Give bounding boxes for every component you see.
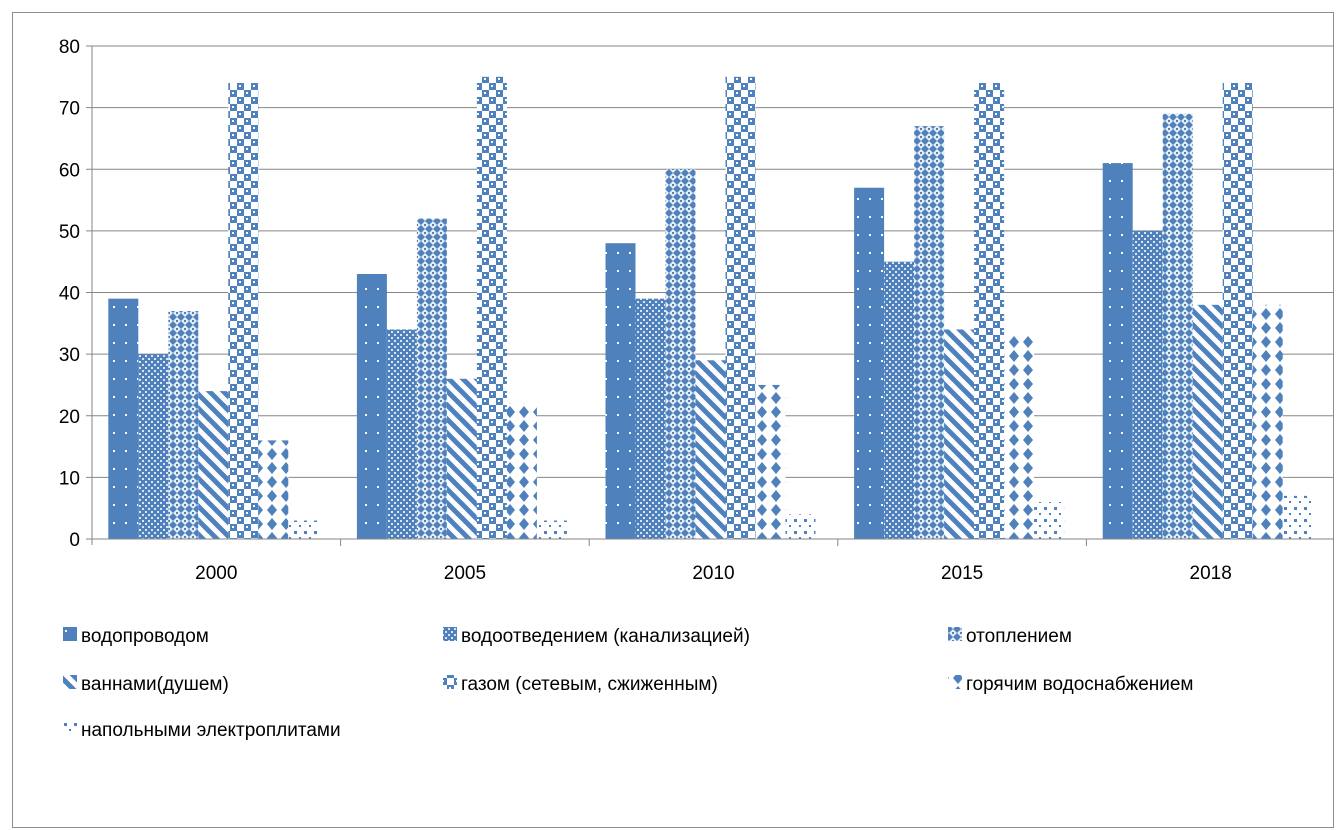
bar-2010-6 [785,514,816,539]
legend-swatch [443,627,457,641]
bar-2005-0 [356,274,387,539]
legend-item: газом (сетевым, сжиженным) [443,674,718,695]
bar-2010-0 [605,243,636,539]
bar-2010-5 [755,384,786,539]
bar-2005-4 [476,76,507,539]
bar-2010-2 [665,169,696,539]
bar-2000-0 [108,298,139,539]
x-tick-label: 2005 [444,563,486,584]
legend-item: горячим водоснабжением [948,674,1194,695]
y-tick-label: 40 [59,284,80,305]
bar-2000-4 [228,82,259,539]
legend-swatch [63,721,77,735]
y-tick-label: 10 [59,468,80,489]
bar-2005-5 [506,403,537,539]
chart-frame: 0 10 20 30 40 50 60 70 80 2000 2005 2010 2015 2018 во… [12,12,1334,828]
legend: водопроводом водоотведением (канализацией… [63,626,1194,741]
x-tick-label: 2000 [195,563,237,584]
bar-2015-1 [884,261,915,539]
bar-2005-6 [536,520,567,539]
legend-label: водоотведением (канализацией) [461,626,750,647]
bar-2015-4 [974,82,1005,539]
x-tick-label: 2010 [692,563,734,584]
bar-2010-4 [725,76,756,539]
bar-2005-1 [386,329,417,539]
bar-2015-5 [1004,335,1035,539]
legend-label: водопроводом [81,626,209,647]
legend-label: ваннами(душем) [81,674,229,695]
legend-item: отоплением [948,626,1072,647]
y-tick-label: 80 [59,37,80,58]
legend-item: напольными электроплитами [63,720,341,741]
bar-2000-2 [168,310,199,539]
legend-label: газом (сетевым, сжиженным) [461,674,718,695]
bar-2005-2 [416,218,447,540]
legend-swatch [443,675,457,689]
bar-2000-1 [138,354,169,539]
legend-label: отоплением [966,626,1072,647]
y-tick-label: 70 [59,99,80,120]
legend-swatch [63,627,77,641]
bar-2018-0 [1102,163,1133,539]
legend-item: водопроводом [63,626,209,647]
x-tick-label: 2018 [1190,563,1232,584]
legend-item: ваннами(душем) [63,674,229,695]
bar-2005-3 [446,378,477,539]
bar-2018-3 [1192,304,1223,539]
y-tick-label: 0 [69,530,80,551]
bar-2018-1 [1132,230,1163,539]
bar-2018-2 [1162,113,1193,539]
bar-2018-5 [1252,304,1283,539]
x-tick-label: 2015 [941,563,983,584]
y-tick-label: 30 [59,345,80,366]
bar-chart: 0 10 20 30 40 50 60 70 80 2000 2005 2010 2015 2018 во… [59,37,1333,741]
y-tick-label: 60 [59,160,80,181]
bar-2015-6 [1034,502,1065,539]
bar-2015-3 [944,329,975,539]
bar-2018-6 [1282,495,1313,539]
legend-label: горячим водоснабжением [966,674,1194,695]
bar-2010-3 [695,360,726,539]
legend-label: напольными электроплитами [81,720,341,741]
bar-2018-4 [1222,82,1253,539]
bar-2000-5 [258,440,289,539]
y-tick-label: 20 [59,407,80,428]
axes: 0 10 20 30 40 50 60 70 80 2000 2005 2010 2015 2018 [59,37,1333,584]
legend-item: водоотведением (канализацией) [443,626,750,647]
bar-2015-0 [854,187,885,540]
bar-2000-6 [288,520,319,539]
legend-swatch [948,627,962,641]
bar-2015-2 [914,126,945,540]
bar-2000-3 [198,391,229,539]
bars [108,76,1313,540]
gridlines [92,45,1333,540]
legend-swatch [63,675,77,689]
y-tick-label: 50 [59,222,80,243]
legend-swatch [948,675,962,689]
bar-2010-1 [635,298,666,539]
